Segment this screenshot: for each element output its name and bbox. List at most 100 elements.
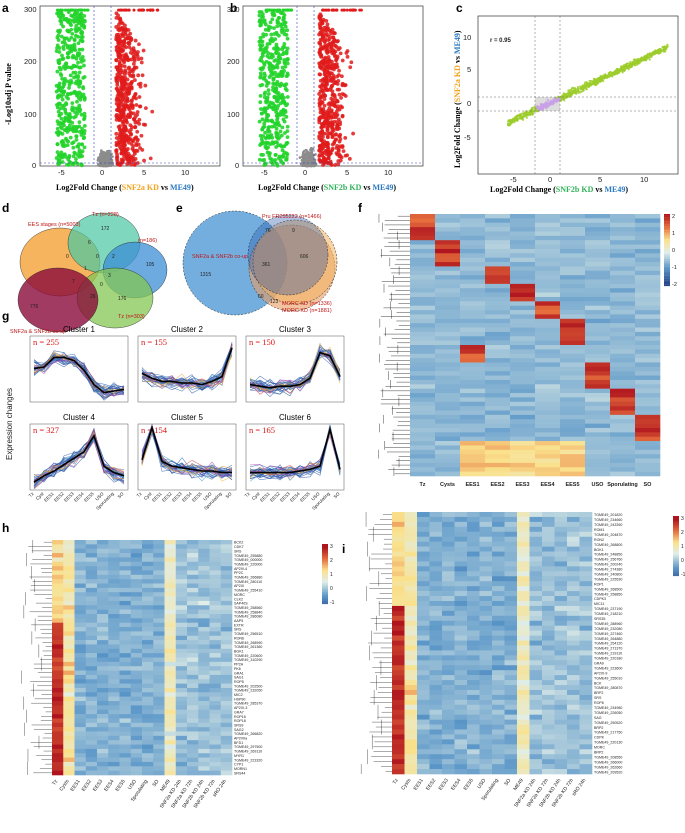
volcano-point-down xyxy=(75,93,79,98)
venn-count: 2 xyxy=(112,254,115,260)
volcano-points xyxy=(257,8,363,168)
volcano-point-up xyxy=(120,39,125,44)
heatmap-cell xyxy=(485,340,511,346)
heatmap-cell xyxy=(585,366,611,372)
volcano-point-down xyxy=(258,100,263,105)
scatter-points xyxy=(506,43,669,127)
heatmap-cell xyxy=(460,301,486,306)
volcano-point-down xyxy=(66,163,71,167)
heatmap-cell xyxy=(535,410,561,416)
volcano-point-down xyxy=(284,33,289,37)
volcano-point-down xyxy=(60,97,65,102)
volcano-point-ns xyxy=(106,164,110,168)
heatmap-cell xyxy=(635,358,661,363)
volcano-point-up xyxy=(137,42,141,47)
volcano-point-down xyxy=(259,18,264,23)
ytick: 200 xyxy=(227,57,240,66)
volcano-point-capped xyxy=(71,8,75,12)
volcano-point-down xyxy=(77,47,82,52)
volcano-point-ns xyxy=(105,150,109,153)
volcano-point-capped xyxy=(137,8,141,12)
volcano-point-up xyxy=(327,106,332,110)
scatter-point xyxy=(513,121,516,124)
volcano-point-down xyxy=(57,60,61,65)
volcano-point-up xyxy=(329,116,334,120)
volcano-plot-a: -5 0 5 10 0 100 200 300 -Log10adj P valu… xyxy=(4,5,221,192)
volcano-point-up xyxy=(131,55,136,60)
heatmap-cell xyxy=(585,371,611,376)
volcano-point-down xyxy=(80,47,85,52)
volcano-plot-b: -5 0 5 10 0 100 200 300 Log2Fold Change … xyxy=(227,5,424,192)
heatmap-cell xyxy=(460,296,486,302)
volcano-point-up xyxy=(318,61,323,66)
volcano-point-down xyxy=(270,124,275,129)
heatmap-cell xyxy=(610,375,636,381)
volcano-point-down xyxy=(57,153,62,158)
volcano-point-up xyxy=(120,53,125,58)
volcano-point-down xyxy=(78,150,83,155)
heatmap-cell xyxy=(585,336,611,341)
volcano-point-capped xyxy=(340,8,344,12)
volcano-point-down xyxy=(58,120,62,125)
heatmap-cell xyxy=(485,279,511,285)
ytick: 10 xyxy=(463,33,471,42)
volcano-point-capped xyxy=(63,8,67,12)
scatter-point xyxy=(594,82,597,85)
heatmap-cell xyxy=(585,406,611,411)
heatmap-cell xyxy=(435,406,461,411)
heatmap-cell xyxy=(435,384,461,389)
heatmap-cell xyxy=(585,301,611,306)
venn-count: 9 xyxy=(292,228,295,234)
volcano-point-down xyxy=(268,25,273,30)
heatmap-cell xyxy=(460,275,486,280)
scatter-point xyxy=(613,71,617,74)
heatmap-cell xyxy=(435,414,461,420)
heatmap-cell xyxy=(560,371,586,376)
heatmap-cell xyxy=(560,318,586,324)
venn-5set-d: Tz (n=228) (n=186) Tz (n=303) SNF2a & SN… xyxy=(10,212,168,335)
volcano-point-down xyxy=(267,153,272,158)
volcano-point-up xyxy=(318,26,323,31)
heatmap-cell xyxy=(610,345,636,350)
heatmap-cell xyxy=(585,419,611,424)
volcano-point-down xyxy=(76,41,81,46)
heatmap-cell xyxy=(560,410,586,416)
volcano-point-down xyxy=(284,155,289,160)
volcano-point-up xyxy=(133,78,137,82)
heatmap-cell xyxy=(560,384,586,389)
volcano-point-down xyxy=(264,99,268,104)
scatter-point xyxy=(629,60,632,64)
heatmap-cell xyxy=(610,305,636,311)
scatter-point xyxy=(629,64,632,67)
volcano-point-down xyxy=(72,37,77,42)
scatter-point xyxy=(583,85,586,89)
heatmap-cell xyxy=(610,244,636,250)
volcano-point-up xyxy=(115,97,120,101)
volcano-point-up xyxy=(119,20,124,25)
ytick: 300 xyxy=(24,5,37,14)
volcano-point-ns xyxy=(304,148,308,152)
volcano-point-down xyxy=(282,144,287,148)
scatter-point xyxy=(511,119,515,122)
heatmap-cell xyxy=(485,345,511,350)
heatmap-cell xyxy=(460,353,486,359)
heatmap-cell xyxy=(560,262,586,267)
heatmap-cell xyxy=(410,305,436,311)
volcano-point-down xyxy=(68,73,73,78)
heatmap-cell xyxy=(460,414,486,420)
volcano-point-down xyxy=(60,76,64,81)
heatmap-cell xyxy=(510,244,536,250)
heatmap-cell xyxy=(535,318,561,324)
volcano-point-up xyxy=(126,105,131,110)
heatmap-cell xyxy=(510,301,536,306)
heatmap-cell xyxy=(510,218,536,224)
volcano-point-down xyxy=(285,36,290,41)
heatmap-cell xyxy=(510,270,536,276)
heatmap-cell xyxy=(560,358,586,363)
heatmap-cell xyxy=(410,388,436,394)
heatmap-cell xyxy=(560,214,586,219)
scatter-point xyxy=(576,88,579,92)
volcano-point-down xyxy=(273,107,278,112)
volcano-point-capped xyxy=(285,8,289,12)
heatmap-cell xyxy=(485,371,511,376)
